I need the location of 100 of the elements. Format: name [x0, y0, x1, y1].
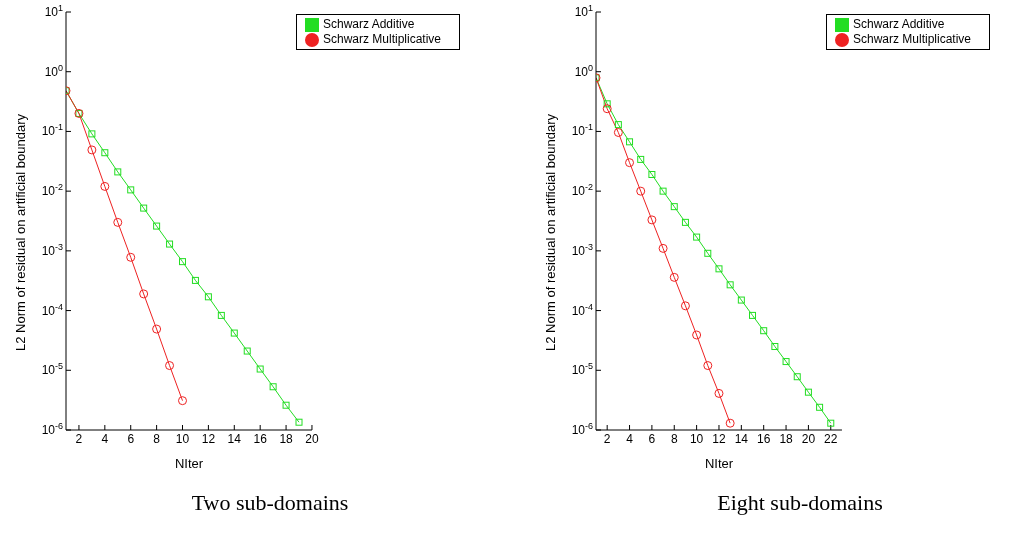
y-tick-label: 10$^{-1}$: [571, 122, 593, 139]
x-tick-label: 10: [689, 432, 704, 446]
point: [714, 388, 724, 398]
point: [669, 272, 679, 282]
point: [139, 289, 149, 299]
point: [782, 358, 790, 366]
point: [295, 418, 303, 426]
point: [693, 233, 701, 241]
point: [637, 155, 645, 163]
x-tick-label: 16: [757, 432, 771, 446]
text: Eight sub-domains: [716, 490, 884, 516]
x-tick-label: 14: [227, 432, 242, 446]
point: [771, 343, 779, 351]
point: [127, 186, 135, 194]
y-tick-label: 10$^{-6}$: [571, 421, 593, 437]
x-tick-label: 16: [253, 432, 268, 446]
point: [179, 258, 186, 266]
point: [804, 388, 812, 396]
x-tick-label: 18: [279, 432, 294, 446]
y-tick-label: 10$^{-1}$: [41, 122, 63, 139]
point: [165, 361, 175, 371]
y-tick-label: 10$^{0}$: [574, 62, 593, 79]
point: [152, 324, 162, 334]
point: [680, 301, 690, 311]
point: [659, 187, 667, 195]
point: [648, 171, 656, 178]
x-tick-label: 14: [734, 432, 749, 446]
x-tick-label: 22: [824, 432, 838, 446]
point: [703, 361, 713, 371]
legend-label: Schwarz Additive: [322, 17, 415, 31]
point: [647, 215, 657, 225]
point: [816, 403, 824, 411]
x-tick-label: 20: [801, 432, 816, 446]
x-tick-label: 2: [603, 432, 611, 446]
text: Two sub-domains: [190, 490, 350, 516]
y-tick-label: 10$^{-6}$: [41, 421, 63, 437]
point: [113, 217, 123, 227]
point: [100, 181, 110, 191]
point: [178, 396, 187, 406]
x-tick-label: 20: [305, 432, 319, 446]
y-tick-label: 10$^{-3}$: [41, 241, 63, 258]
y-axis-title: L2 Norm of residual on artificial boundary: [12, 113, 28, 351]
point: [256, 365, 264, 373]
legend-label: Schwarz Multiplicative: [322, 31, 441, 46]
x-tick-label: 6: [127, 432, 135, 446]
point: [603, 100, 611, 108]
x-tick-label: 12: [201, 432, 216, 446]
point: [153, 222, 161, 230]
y-tick-label: 10$^{-5}$: [41, 361, 63, 378]
point: [681, 218, 689, 226]
y-tick-label: 10$^{-4}$: [41, 301, 63, 318]
point: [88, 130, 96, 138]
point: [140, 204, 148, 212]
point: [749, 311, 757, 319]
point: [87, 145, 97, 155]
point: [126, 252, 136, 262]
point: [760, 327, 768, 335]
point: [614, 121, 622, 129]
point: [793, 373, 801, 381]
point: [269, 383, 277, 391]
x-tick-label: 12: [712, 432, 726, 446]
y-tick-label: 10$^{-5}$: [571, 361, 593, 378]
y-tick-label: 10$^{1}$: [574, 3, 593, 19]
x-tick-label: 8: [670, 432, 678, 446]
point: [282, 401, 290, 409]
point: [726, 281, 734, 289]
point: [658, 243, 668, 253]
point: [217, 311, 225, 319]
point: [243, 347, 251, 355]
y-tick-label: 10$^{-4}$: [571, 301, 593, 318]
x-tick-label: 18: [779, 432, 794, 446]
point: [230, 329, 238, 337]
point: [625, 158, 635, 168]
point: [114, 168, 122, 176]
point: [704, 249, 712, 257]
point: [602, 104, 612, 114]
legend-label: Schwarz Additive: [852, 17, 945, 31]
x-tick-label: 6: [648, 432, 656, 446]
point: [725, 418, 735, 428]
y-tick-label: 10$^{-2}$: [41, 182, 63, 199]
point: [191, 276, 199, 284]
x-tick-label: 2: [75, 432, 83, 446]
x-tick-label: 4: [626, 432, 634, 446]
x-tick-label: 4: [101, 432, 109, 446]
point: [101, 149, 109, 157]
legend-label: Schwarz Multiplicative: [852, 31, 971, 46]
point: [613, 127, 623, 137]
point: [626, 138, 634, 146]
y-tick-label: 10$^{-2}$: [571, 182, 593, 199]
x-tick-label: 10: [175, 432, 190, 446]
x-axis-title: NIter: [174, 456, 204, 471]
point: [670, 203, 678, 211]
point: [827, 419, 835, 427]
y-axis-title: L2 Norm of residual on artificial boundary: [542, 113, 558, 351]
point: [166, 240, 174, 248]
y-tick-label: 10$^{0}$: [44, 62, 63, 79]
y-tick-label: 10$^{-3}$: [571, 241, 593, 258]
point: [715, 265, 723, 273]
point: [636, 186, 646, 196]
x-tick-label: 8: [153, 432, 161, 446]
